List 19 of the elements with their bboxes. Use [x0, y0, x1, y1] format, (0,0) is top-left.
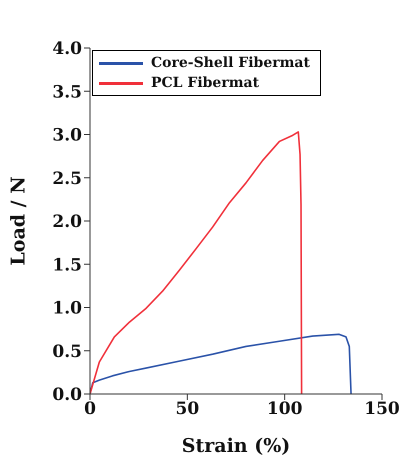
- legend-label: PCL Fibermat: [151, 74, 260, 93]
- line-series: [90, 131, 302, 394]
- x-tick-label: 150: [364, 399, 400, 420]
- y-tick-label: 4.0: [52, 39, 82, 60]
- x-tick-label: 0: [84, 399, 96, 420]
- y-axis-title: Load / N: [8, 176, 30, 266]
- legend-label: Core-Shell Fibermat: [151, 54, 310, 73]
- y-tick-label: 2.5: [52, 168, 82, 189]
- x-tick-label: 50: [175, 399, 200, 420]
- x-axis-title: Strain (%): [182, 435, 290, 456]
- y-tick-label: 0.0: [52, 385, 82, 406]
- y-tick-label: 2.0: [52, 212, 82, 232]
- y-tick-label: 3.5: [52, 82, 82, 102]
- line-series: [90, 334, 352, 394]
- y-tick-label: 3.0: [52, 126, 82, 146]
- x-tick-label: 100: [266, 399, 303, 420]
- y-tick-label: 1.5: [52, 255, 82, 276]
- y-tick-label: 0.5: [52, 342, 82, 362]
- y-tick-label: 1.0: [52, 298, 82, 319]
